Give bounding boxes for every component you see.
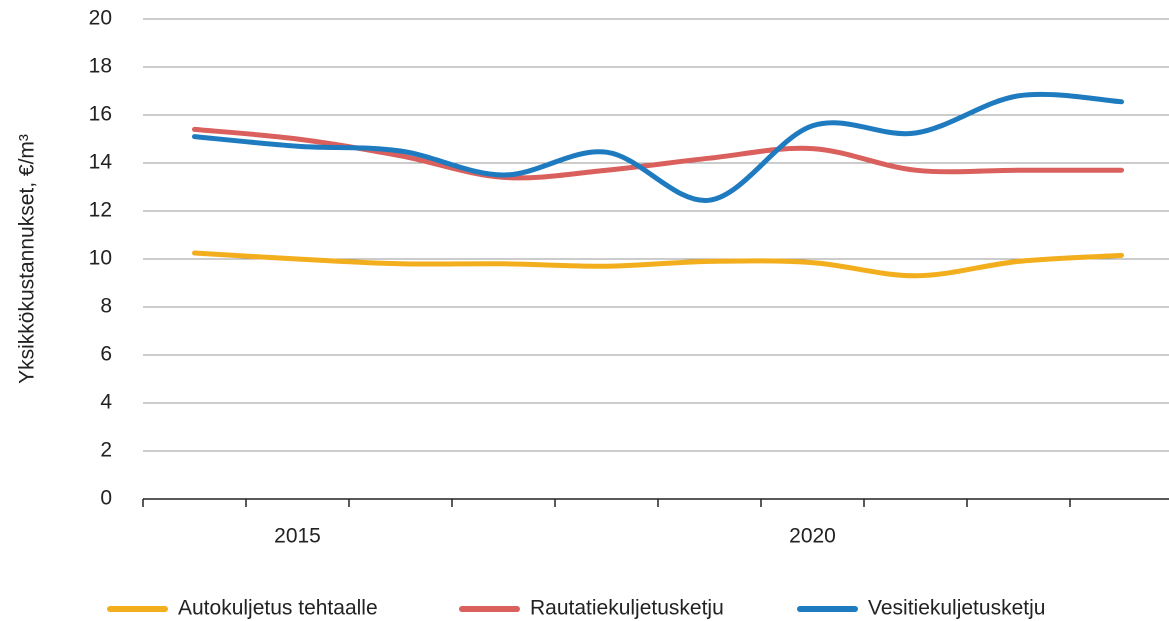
legend-label: Vesitiekuljetusketju (868, 597, 1045, 620)
y-tick-label: 12 (89, 199, 112, 222)
y-tick-label: 4 (100, 391, 112, 414)
x-tick-label: 2015 (274, 525, 321, 548)
x-tick-label: 2020 (789, 525, 836, 548)
y-tick-label: 6 (100, 343, 112, 366)
y-tick-label: 18 (89, 55, 112, 78)
y-tick-label: 14 (89, 151, 113, 174)
y-tick-label: 0 (100, 487, 112, 510)
y-axis-label: Yksikkökustannukset, €/m³ (16, 134, 39, 384)
series-line (192, 91, 1124, 203)
legend-label: Autokuljetus tehtaalle (178, 597, 378, 620)
series-line (192, 250, 1124, 279)
legend-label: Rautatiekuljetusketju (530, 597, 724, 620)
y-tick-label: 2 (100, 439, 112, 462)
series-line (192, 126, 1124, 181)
y-tick-label: 10 (89, 247, 112, 270)
y-tick-label: 16 (89, 103, 112, 126)
y-tick-label: 20 (89, 7, 112, 30)
y-tick-label: 8 (100, 295, 112, 318)
